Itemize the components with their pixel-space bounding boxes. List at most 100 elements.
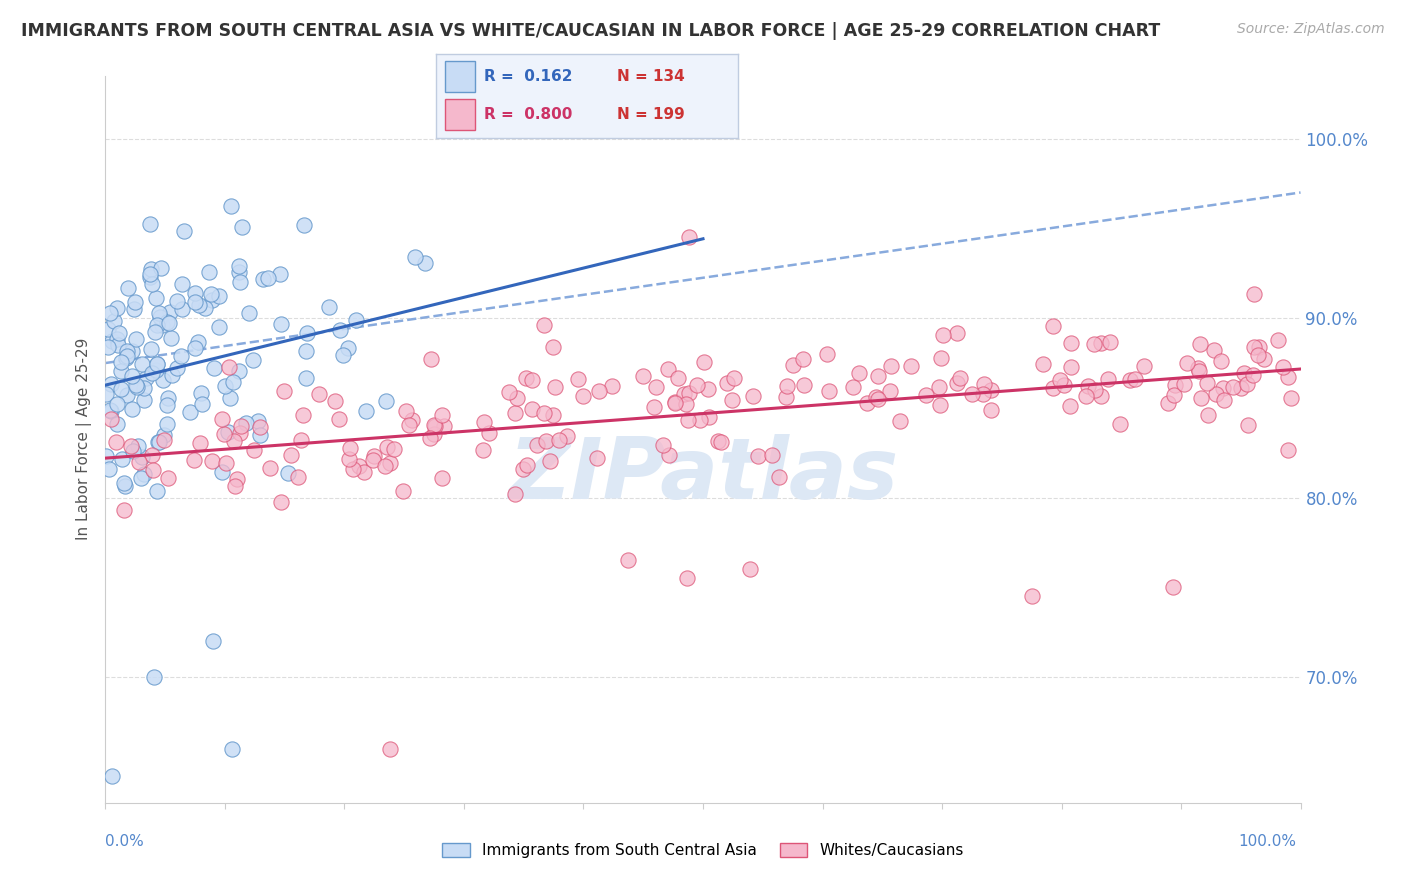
Point xyxy=(114,502,136,516)
Point xyxy=(152,373,174,387)
Point xyxy=(145,291,167,305)
Point xyxy=(567,371,589,385)
Bar xyxy=(444,99,475,130)
Point xyxy=(211,465,233,479)
Point xyxy=(980,383,1002,397)
Point xyxy=(742,389,765,403)
Point xyxy=(1060,359,1083,374)
Point xyxy=(972,386,994,401)
Point xyxy=(143,326,166,340)
Point xyxy=(277,467,299,481)
Point xyxy=(1202,343,1225,357)
Point xyxy=(114,479,136,493)
Point xyxy=(1222,380,1244,394)
Point xyxy=(110,355,132,369)
Point xyxy=(378,456,401,470)
Point xyxy=(120,439,142,453)
Point xyxy=(229,275,252,289)
Point xyxy=(218,360,240,375)
Point xyxy=(1084,383,1107,397)
Point xyxy=(337,342,360,356)
Point xyxy=(433,418,456,433)
Point xyxy=(404,251,426,265)
Point xyxy=(156,471,179,485)
Point xyxy=(572,389,595,403)
Point xyxy=(1042,381,1064,395)
Point xyxy=(190,385,212,400)
Point xyxy=(142,670,165,684)
Point xyxy=(980,403,1002,417)
Point xyxy=(97,322,120,336)
Point xyxy=(361,453,384,467)
Point xyxy=(159,331,181,345)
Point xyxy=(101,769,124,783)
Point xyxy=(945,326,967,340)
Point xyxy=(585,451,607,466)
Point xyxy=(544,380,567,394)
Point xyxy=(498,384,520,399)
Point xyxy=(391,483,413,498)
Point xyxy=(184,295,207,310)
Point xyxy=(503,487,526,501)
Point xyxy=(114,351,136,365)
Point xyxy=(1243,287,1265,301)
Point xyxy=(121,443,143,458)
Point xyxy=(270,317,292,331)
Point xyxy=(1090,335,1112,350)
Point xyxy=(295,344,318,359)
Point xyxy=(215,456,238,470)
Point xyxy=(173,224,195,238)
Point xyxy=(512,462,534,476)
Point xyxy=(716,376,738,390)
Point xyxy=(422,427,444,442)
Point xyxy=(666,371,689,385)
Point xyxy=(105,397,128,411)
Point xyxy=(631,368,654,383)
Point xyxy=(204,361,226,376)
Point xyxy=(1090,389,1112,403)
Point xyxy=(693,354,716,368)
Point xyxy=(1236,377,1258,392)
Point xyxy=(259,460,281,475)
Point xyxy=(541,408,564,422)
Point xyxy=(430,408,453,422)
Point xyxy=(1032,357,1054,371)
Point xyxy=(866,369,889,384)
Point xyxy=(842,379,865,393)
Point xyxy=(184,286,207,301)
Point xyxy=(378,742,401,756)
Point xyxy=(866,392,889,406)
Point xyxy=(156,417,179,431)
Point xyxy=(1188,364,1211,378)
Point xyxy=(880,359,903,374)
Point xyxy=(506,391,529,405)
Point xyxy=(190,397,212,411)
Point xyxy=(212,427,235,442)
Point xyxy=(1157,396,1180,410)
Point xyxy=(148,435,170,450)
Point xyxy=(141,366,163,380)
Point xyxy=(472,443,495,458)
Point xyxy=(225,472,247,486)
Point xyxy=(1253,351,1275,366)
Point xyxy=(707,434,730,449)
Point xyxy=(1042,318,1064,333)
Point xyxy=(179,405,201,419)
Point xyxy=(1241,368,1264,382)
Point xyxy=(423,417,446,432)
Point xyxy=(217,425,239,439)
Point xyxy=(224,479,246,493)
Point xyxy=(686,378,709,392)
Point xyxy=(1205,387,1227,401)
Point xyxy=(121,401,143,416)
Point xyxy=(211,412,233,426)
Point xyxy=(228,259,250,273)
Point xyxy=(1119,373,1142,387)
Point xyxy=(1267,333,1289,347)
Text: R =  0.162: R = 0.162 xyxy=(484,69,572,84)
Point xyxy=(242,353,264,368)
Point xyxy=(188,298,211,312)
Point xyxy=(721,393,744,408)
Point xyxy=(229,418,252,433)
Point xyxy=(1163,388,1185,402)
